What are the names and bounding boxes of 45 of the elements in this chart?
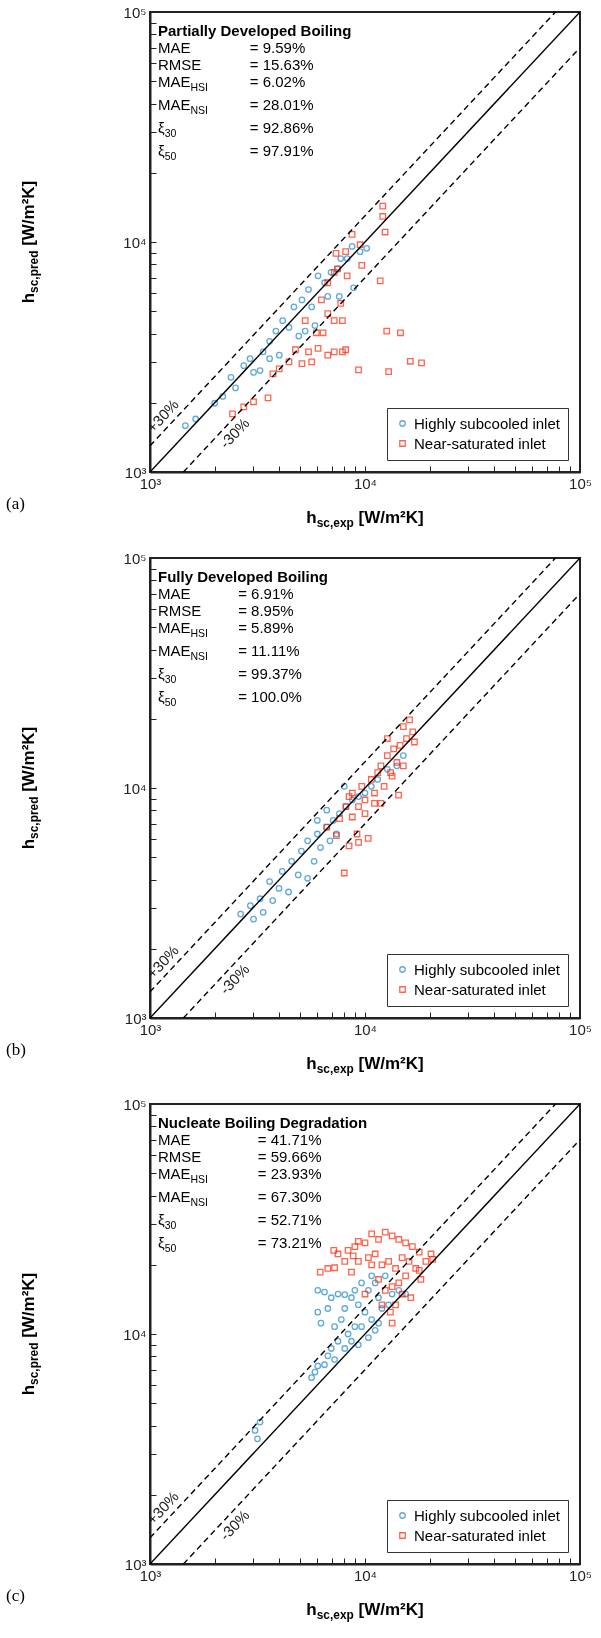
text: Fully Developed Boiling bbox=[158, 568, 329, 585]
text: MAE = 6.91% bbox=[158, 585, 294, 602]
text: MAE$_{HSI}$ = 5.89% bbox=[158, 619, 294, 639]
x-tick-label: 10⁵ bbox=[569, 1020, 592, 1038]
y-tick-label: 10⁵ bbox=[123, 1095, 147, 1113]
text: MAE = 41.71% bbox=[158, 1131, 322, 1148]
text: ξ$_{50}$ = 100.0% bbox=[158, 688, 302, 708]
text: RMSE = 15.63% bbox=[158, 56, 314, 73]
text: ξ$_{30}$ = 92.86% bbox=[158, 119, 314, 139]
y-tick-label: 10⁴ bbox=[123, 1325, 147, 1343]
x-tick-label: 10⁵ bbox=[569, 1566, 592, 1584]
text: MAE$_{NSI}$ = 11.11% bbox=[158, 642, 300, 662]
text: Nucleate Boiling Degradation bbox=[158, 1114, 368, 1131]
legend-label: Highly subcooled inlet bbox=[414, 960, 561, 978]
text: (c) bbox=[6, 1586, 25, 1606]
text: MAE$_{HSI}$ = 23.93% bbox=[158, 1165, 322, 1185]
text: MAE = 9.59% bbox=[158, 39, 306, 56]
legend-label: Near-saturated inlet bbox=[414, 980, 547, 998]
text: ξ$_{50}$ = 97.91% bbox=[158, 142, 314, 162]
x-tick-label: 10⁴ bbox=[353, 1020, 378, 1038]
text: RMSE = 59.66% bbox=[158, 1148, 322, 1165]
text: MAE$_{HSI}$ = 6.02% bbox=[158, 73, 306, 93]
y-tick-label: 10⁴ bbox=[123, 233, 147, 251]
y-tick-label: 10⁵ bbox=[123, 3, 147, 21]
x-tick-label: 10⁴ bbox=[353, 1566, 378, 1584]
x-axis-title: h$_{sc,exp}$ [W/m²K] bbox=[306, 1054, 424, 1077]
x-axis-title: h$_{sc,exp}$ [W/m²K] bbox=[306, 1600, 424, 1623]
x-axis-title: h$_{sc,exp}$ [W/m²K] bbox=[306, 508, 424, 531]
text: (a) bbox=[6, 494, 25, 514]
y-tick-label: 10⁴ bbox=[123, 779, 147, 797]
text: ξ$_{30}$ = 52.71% bbox=[158, 1211, 322, 1231]
text: ξ$_{30}$ = 99.37% bbox=[158, 665, 302, 685]
x-tick-label: 10⁴ bbox=[353, 474, 378, 492]
text: Partially Developed Boiling bbox=[158, 22, 352, 39]
y-tick-label: 10⁵ bbox=[123, 549, 147, 567]
text: RMSE = 8.95% bbox=[158, 602, 294, 619]
text: ξ$_{50}$ = 73.21% bbox=[158, 1234, 322, 1254]
x-tick-label: 10⁵ bbox=[569, 474, 592, 492]
legend-label: Highly subcooled inlet bbox=[414, 414, 561, 432]
text: MAE$_{NSI}$ = 67.30% bbox=[158, 1188, 322, 1208]
text: (b) bbox=[6, 1040, 26, 1060]
text: MAE$_{NSI}$ = 28.01% bbox=[158, 96, 314, 116]
legend-label: Near-saturated inlet bbox=[414, 1526, 547, 1544]
legend-label: Highly subcooled inlet bbox=[414, 1506, 561, 1524]
legend-label: Near-saturated inlet bbox=[414, 434, 547, 452]
